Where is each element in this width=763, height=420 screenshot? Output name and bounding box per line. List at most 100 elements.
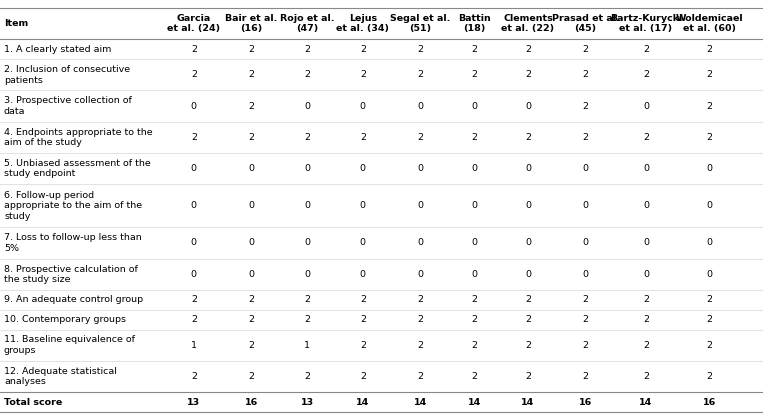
Text: 6. Follow-up period
appropriate to the aim of the
study: 6. Follow-up period appropriate to the a… xyxy=(4,191,142,221)
Text: 0: 0 xyxy=(304,270,310,279)
Text: 2: 2 xyxy=(643,341,649,350)
Text: 0: 0 xyxy=(417,102,423,110)
Text: 2: 2 xyxy=(583,295,588,304)
Text: 0: 0 xyxy=(583,164,588,173)
Text: 0: 0 xyxy=(525,239,531,247)
Text: 2: 2 xyxy=(249,372,254,381)
Text: 2: 2 xyxy=(191,315,197,324)
Text: 0: 0 xyxy=(417,201,423,210)
Text: 2: 2 xyxy=(417,133,423,142)
Text: Lejus
et al. (34): Lejus et al. (34) xyxy=(336,14,389,33)
Text: 0: 0 xyxy=(472,239,477,247)
Text: 0: 0 xyxy=(525,270,531,279)
Text: 0: 0 xyxy=(304,239,310,247)
Text: 1: 1 xyxy=(304,341,310,350)
Text: 0: 0 xyxy=(583,239,588,247)
Text: 2: 2 xyxy=(417,45,423,54)
Text: 0: 0 xyxy=(643,201,649,210)
Text: 0: 0 xyxy=(707,164,713,173)
Text: 2: 2 xyxy=(472,133,477,142)
Text: 2: 2 xyxy=(304,315,310,324)
Text: 0: 0 xyxy=(707,239,713,247)
Text: 2: 2 xyxy=(583,315,588,324)
Text: 0: 0 xyxy=(525,102,531,110)
Text: 2: 2 xyxy=(472,45,477,54)
Text: 2: 2 xyxy=(583,70,588,79)
Text: 2: 2 xyxy=(360,45,365,54)
Text: 0: 0 xyxy=(643,164,649,173)
Text: 1: 1 xyxy=(191,341,197,350)
Text: 10. Contemporary groups: 10. Contemporary groups xyxy=(4,315,126,324)
Text: 0: 0 xyxy=(249,239,254,247)
Text: 2: 2 xyxy=(707,341,713,350)
Text: 0: 0 xyxy=(472,270,477,279)
Text: 16: 16 xyxy=(579,398,592,407)
Text: 0: 0 xyxy=(472,201,477,210)
Text: 16: 16 xyxy=(703,398,716,407)
Text: 2: 2 xyxy=(643,133,649,142)
Text: 2: 2 xyxy=(191,133,197,142)
Text: 2: 2 xyxy=(707,70,713,79)
Text: 2: 2 xyxy=(304,133,310,142)
Text: 2: 2 xyxy=(583,45,588,54)
Text: 2: 2 xyxy=(417,372,423,381)
Text: 0: 0 xyxy=(583,201,588,210)
Text: 0: 0 xyxy=(249,164,254,173)
Text: 0: 0 xyxy=(191,164,197,173)
Text: 2: 2 xyxy=(643,295,649,304)
Text: 0: 0 xyxy=(360,201,365,210)
Text: 14: 14 xyxy=(521,398,535,407)
Text: 2: 2 xyxy=(304,70,310,79)
Text: Segal et al.
(51): Segal et al. (51) xyxy=(390,14,451,33)
Text: 0: 0 xyxy=(360,164,365,173)
Text: 2: 2 xyxy=(707,315,713,324)
Text: 2: 2 xyxy=(707,295,713,304)
Text: 0: 0 xyxy=(417,270,423,279)
Text: 2: 2 xyxy=(360,372,365,381)
Text: 2: 2 xyxy=(472,315,477,324)
Text: 2: 2 xyxy=(707,372,713,381)
Text: 2: 2 xyxy=(525,45,531,54)
Text: 0: 0 xyxy=(191,201,197,210)
Text: 2: 2 xyxy=(417,295,423,304)
Text: Item: Item xyxy=(4,19,28,28)
Text: 2: 2 xyxy=(191,70,197,79)
Text: 0: 0 xyxy=(643,102,649,110)
Text: 0: 0 xyxy=(525,164,531,173)
Text: 4. Endpoints appropriate to the
aim of the study: 4. Endpoints appropriate to the aim of t… xyxy=(4,128,153,147)
Text: 2: 2 xyxy=(707,133,713,142)
Text: 2: 2 xyxy=(304,295,310,304)
Text: Rojo et al.
(47): Rojo et al. (47) xyxy=(280,14,334,33)
Text: 0: 0 xyxy=(472,102,477,110)
Text: 2: 2 xyxy=(472,295,477,304)
Text: 2: 2 xyxy=(417,315,423,324)
Text: Total score: Total score xyxy=(4,398,63,407)
Text: 8. Prospective calculation of
the study size: 8. Prospective calculation of the study … xyxy=(4,265,138,284)
Text: 13: 13 xyxy=(187,398,201,407)
Text: 0: 0 xyxy=(304,102,310,110)
Text: 2: 2 xyxy=(525,295,531,304)
Text: 2: 2 xyxy=(525,372,531,381)
Text: 2: 2 xyxy=(304,372,310,381)
Text: 0: 0 xyxy=(583,270,588,279)
Text: 2: 2 xyxy=(583,102,588,110)
Text: 0: 0 xyxy=(707,270,713,279)
Text: 2: 2 xyxy=(249,70,254,79)
Text: 2: 2 xyxy=(583,133,588,142)
Text: 2: 2 xyxy=(249,133,254,142)
Text: 2: 2 xyxy=(707,102,713,110)
Text: 2: 2 xyxy=(707,45,713,54)
Text: 2: 2 xyxy=(417,341,423,350)
Text: 2: 2 xyxy=(583,372,588,381)
Text: 2: 2 xyxy=(525,133,531,142)
Text: 2: 2 xyxy=(417,70,423,79)
Text: 2: 2 xyxy=(249,315,254,324)
Text: 0: 0 xyxy=(417,239,423,247)
Text: 2: 2 xyxy=(249,102,254,110)
Text: 1. A clearly stated aim: 1. A clearly stated aim xyxy=(4,45,111,54)
Text: 2: 2 xyxy=(360,295,365,304)
Text: 0: 0 xyxy=(249,270,254,279)
Text: Prasad et al.
(45): Prasad et al. (45) xyxy=(552,14,620,33)
Text: 0: 0 xyxy=(360,270,365,279)
Text: 2: 2 xyxy=(525,70,531,79)
